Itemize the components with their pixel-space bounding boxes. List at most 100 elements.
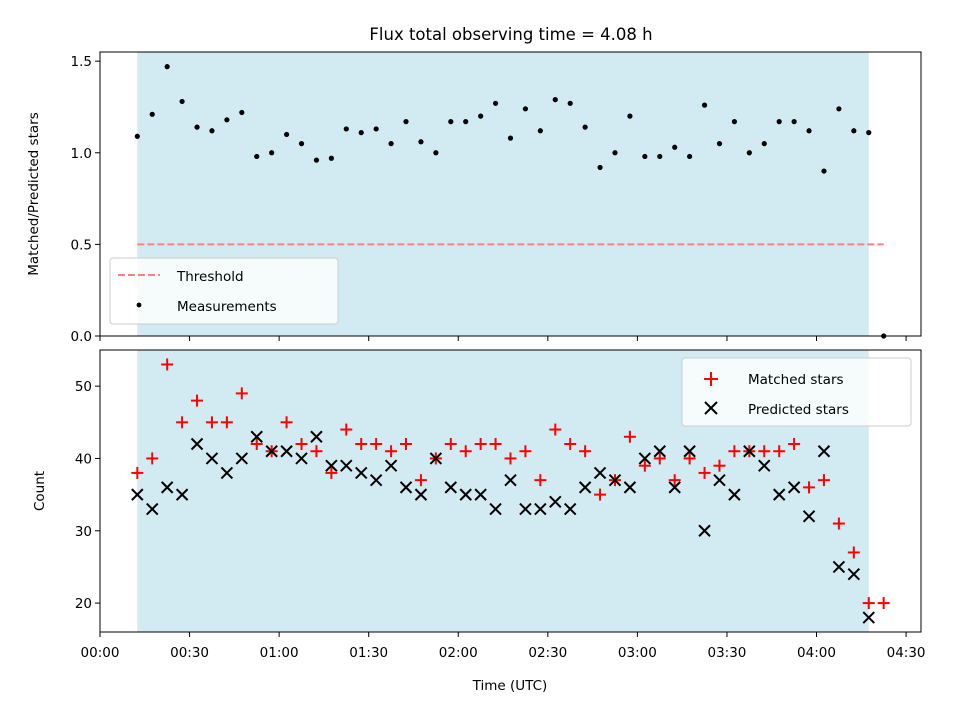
y-tick-label: 1.0 <box>71 146 92 162</box>
predicted-point <box>310 430 323 443</box>
measurement-point <box>343 126 349 132</box>
matched-point <box>474 438 487 450</box>
predicted-point <box>578 481 592 494</box>
measurement-point <box>298 141 305 147</box>
predicted-point <box>623 481 637 494</box>
matched-point <box>340 423 353 436</box>
matched-point <box>355 438 368 450</box>
predicted-point <box>772 488 786 501</box>
measurement-point <box>373 126 379 132</box>
measurement-point <box>313 157 320 163</box>
predicted-point <box>190 437 204 451</box>
x-tick-label: 02:00 <box>439 645 478 661</box>
matched-point <box>250 438 263 450</box>
y-tick-label: 0.0 <box>71 329 92 345</box>
predicted-point <box>131 488 144 501</box>
x-tick-label: 04:00 <box>797 645 836 661</box>
predicted-point <box>817 445 831 458</box>
matched-point <box>803 481 816 494</box>
count-legend: Matched stars Predicted stars <box>681 357 912 427</box>
count-ticks: 20 30 40 50 00:00 00:30 01:00 01:30 02:00 02:30 03… <box>75 379 926 661</box>
matched-point <box>668 474 681 487</box>
matched-point <box>280 416 293 429</box>
predicted-point <box>787 481 801 494</box>
predicted-point <box>862 611 875 624</box>
matched-point <box>728 445 741 458</box>
ratio-panel: 0.0 0.5 1.0 1.5 Matched/Predicted stars Thr… <box>26 51 922 345</box>
measurement-point <box>851 128 857 134</box>
matched-point <box>325 466 338 479</box>
matched-point <box>877 597 890 610</box>
predicted-point <box>220 466 234 480</box>
predicted-point <box>340 459 353 472</box>
matched-point <box>146 452 159 465</box>
matched-point <box>698 466 711 479</box>
measurements-legend-label: Measurements <box>177 299 277 315</box>
measurement-point <box>194 124 200 130</box>
predicted-point <box>683 445 696 458</box>
measurement-point <box>388 141 394 147</box>
measurement-point <box>448 119 454 125</box>
measurement-point <box>821 168 827 174</box>
x-tick-label: 04:30 <box>887 645 926 661</box>
predicted-point <box>205 452 219 465</box>
matched-point <box>564 438 577 450</box>
measurement-point <box>866 130 872 136</box>
matched-point <box>579 445 592 458</box>
measurement-point <box>269 150 275 156</box>
predicted-point <box>549 495 562 509</box>
predicted-point <box>280 445 293 458</box>
matched-point <box>773 445 786 458</box>
matched-point <box>862 597 875 610</box>
y-tick-label: 40 <box>75 451 92 467</box>
measurement-point <box>836 106 842 112</box>
measurement-point <box>612 150 618 156</box>
matched-point <box>205 416 218 429</box>
matched-point <box>220 416 233 429</box>
matched-point <box>623 430 636 443</box>
matched-point <box>370 438 383 450</box>
x-tick-label: 01:30 <box>349 645 388 661</box>
x-tick-label: 02:30 <box>528 645 567 661</box>
measurement-point <box>463 119 469 125</box>
count-plot-area <box>131 358 890 624</box>
predicted-point <box>593 466 607 480</box>
matched-point <box>400 438 413 450</box>
measurement-point <box>134 133 140 139</box>
predicted-point <box>265 445 278 458</box>
measurement-point <box>179 98 185 105</box>
x-axis-label: Time (UTC) <box>472 678 548 694</box>
measurement-point <box>239 109 245 116</box>
matched-point <box>638 459 651 472</box>
matched-point <box>489 438 502 450</box>
predicted-point <box>146 502 159 516</box>
predicted-point <box>399 481 413 494</box>
predicted-point <box>638 452 652 465</box>
ratio-legend-box <box>109 257 339 325</box>
matched-legend-label: Matched stars <box>748 372 844 388</box>
x-tick-label: 00:30 <box>170 645 209 661</box>
ratio-axes-frame <box>99 51 922 337</box>
count-axes-frame <box>99 349 922 633</box>
measurement-point <box>283 131 290 138</box>
matched-point <box>847 546 860 559</box>
predicted-point <box>384 459 398 472</box>
matched-point <box>176 416 189 429</box>
matched-point <box>504 452 517 465</box>
matched-point <box>549 423 562 436</box>
predicted-point <box>474 488 487 501</box>
measurement-point <box>791 119 797 125</box>
ratio-ticks: 0.0 0.5 1.0 1.5 <box>71 54 907 345</box>
matched-point <box>295 438 308 450</box>
matched-point <box>310 445 323 458</box>
measurement-point <box>209 128 215 134</box>
measurements-legend-swatch <box>136 302 142 308</box>
matched-point <box>683 452 696 465</box>
measurement-point <box>433 150 439 156</box>
measurement-point <box>149 111 155 117</box>
measurement-point <box>657 153 663 160</box>
predicted-point <box>802 510 816 523</box>
measurement-point <box>522 106 529 112</box>
measurement-point <box>701 102 708 108</box>
